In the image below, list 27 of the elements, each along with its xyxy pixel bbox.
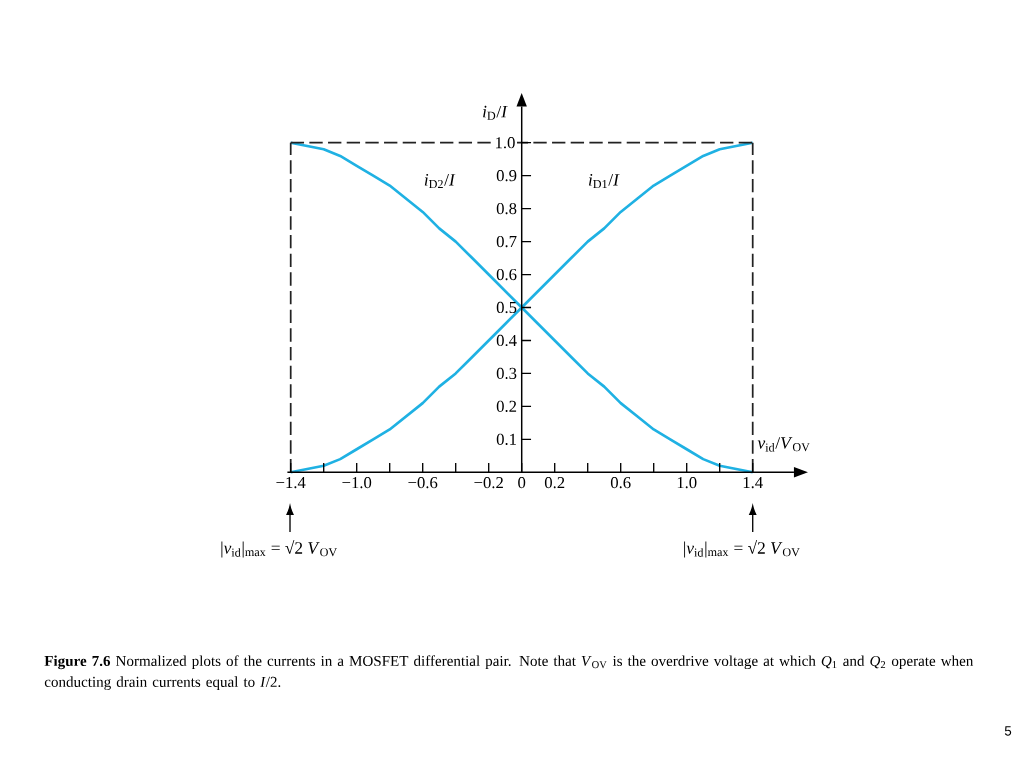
y-tick-label: 0.3	[496, 367, 517, 380]
x-tick-label: −1.4	[276, 477, 306, 489]
text: |v$_{id}$|$_{max}$ = √2 V$_{OV}$	[684, 539, 800, 558]
y-tick-label: 0.8	[496, 202, 517, 215]
x-axis-title: v$_{id}$/V$_{OV}$	[757, 437, 810, 452]
y-tick-label: 0.1	[496, 433, 516, 445]
x-tick-label: 0.2	[544, 477, 565, 489]
text: |v$_{id}$|$_{max}$ = √2 V$_{OV}$	[221, 539, 338, 558]
y-tick-label: 0.6	[496, 268, 517, 281]
x-tick-label: −0.6	[408, 477, 438, 489]
y-tick-label: 1.0	[496, 137, 515, 149]
y-tick-label: 0.4	[496, 334, 517, 347]
y-tick-label: 0.7	[496, 235, 517, 248]
x-tick-label: −1.0	[342, 477, 372, 489]
y-tick-label: 0.2	[496, 400, 517, 413]
x-tick-label: 1.0	[677, 477, 697, 489]
text: 5	[1004, 726, 1012, 736]
text: Figure 7.6 Normalized plots of the currents in a MOSFET differential pair. Note that V$_{OV}$ is the overdrive voltage at which Q$_{1}$ and Q$_{2}$ operate when conducting drain currents equal to I/2.	[44, 655, 974, 691]
series-label: i$_{D1}$/I	[588, 174, 620, 189]
x-tick-label: 0.6	[610, 477, 631, 489]
x-tick-label: −0.2	[474, 477, 503, 489]
y-tick-label: 0.5	[496, 301, 517, 314]
x-tick-label: 0	[518, 477, 526, 489]
y-tick-label: 0.9	[496, 170, 517, 182]
x-tick-label: 1.4	[743, 477, 763, 489]
series-label: i$_{D2}$/I	[424, 174, 456, 189]
y-axis-title: i$_{D}$/I	[483, 105, 508, 120]
